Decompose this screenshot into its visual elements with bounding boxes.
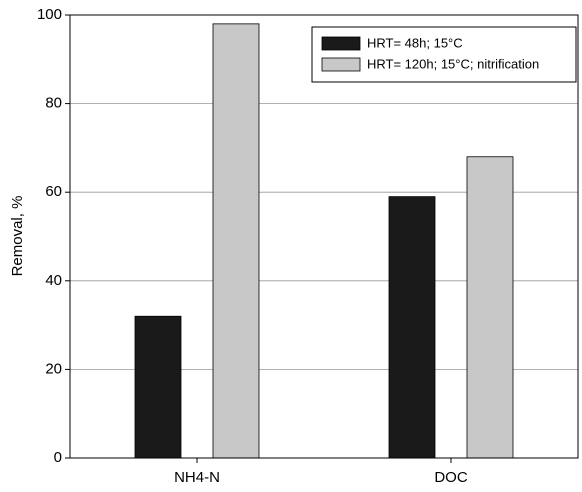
legend-box [311,26,577,83]
legend-label: HRT= 48h; 15°C [367,35,463,50]
x-tick-label: DOC [434,469,468,486]
legend: HRT= 48h; 15°C HRT= 120h; 15°C; nitrifica… [311,26,577,83]
y-tick-label: 60 [45,183,62,200]
plot-frame [69,14,579,459]
y-tick-label: 0 [54,449,62,466]
y-tick-label: 80 [45,95,62,112]
y-tick-label: 100 [37,6,62,23]
bar [134,315,182,459]
bar [388,196,436,459]
legend-swatch [321,36,361,51]
x-tick-label: NH4-N [174,469,220,486]
legend-swatch [321,57,361,72]
legend-label: HRT= 120h; 15°C; nitrification [367,56,539,71]
y-tick-label: 20 [45,360,62,377]
bar [466,156,514,459]
bar [212,23,260,459]
y-axis-label: Removal, % [9,196,26,277]
y-tick-label: 40 [45,272,62,289]
